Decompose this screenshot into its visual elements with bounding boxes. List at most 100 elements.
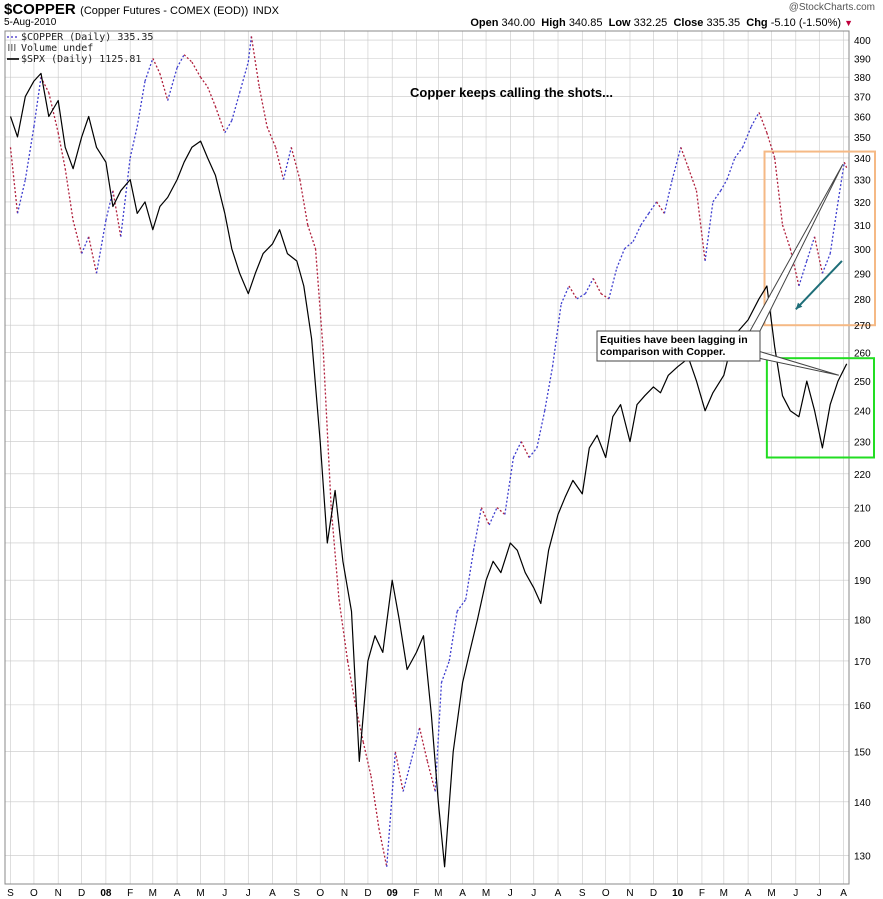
legend-label: $SPX (Daily) 1125.81 (21, 54, 141, 65)
copper-segment (346, 660, 357, 705)
copper-segment (656, 201, 665, 214)
y-tick-label: 170 (854, 657, 871, 668)
copper-segment (648, 201, 658, 214)
copper-segment (370, 776, 380, 829)
copper-segment (258, 86, 268, 127)
copper-segment (813, 236, 824, 274)
copper-segment (72, 220, 83, 254)
y-tick-label: 370 (854, 93, 871, 104)
copper-segment (24, 126, 35, 180)
y-tick-label: 280 (854, 295, 871, 306)
x-tick-label: F (413, 888, 419, 899)
highlight-boxes (763, 150, 877, 459)
callout-text-line: Equities have been lagging in (600, 334, 748, 346)
copper-segment (640, 212, 650, 226)
open-value: 340.00 (501, 17, 536, 29)
chg-label: Chg (746, 17, 768, 29)
x-tick-label: A (840, 888, 847, 899)
series-layer (9, 36, 848, 868)
copper-segment (766, 132, 776, 159)
copper-segment (120, 157, 131, 237)
chart-date: 5-Aug-2010 (4, 17, 57, 28)
copper-segment (183, 54, 193, 63)
copper-segment (496, 507, 506, 515)
y-tick-label: 330 (854, 176, 871, 187)
copper-segment (528, 447, 538, 458)
y-tick-label: 190 (854, 576, 871, 587)
copper-segment (314, 248, 325, 353)
x-tick-label: 09 (387, 888, 399, 899)
copper-segment (338, 599, 349, 661)
copper-segment (584, 278, 594, 294)
y-tick-label: 340 (854, 154, 871, 165)
x-tick-label: M (149, 888, 157, 899)
y-tick-label: 260 (854, 349, 871, 360)
x-tick-label: J (817, 888, 822, 899)
ohlc-readout: Open 340.00 High 340.85 Low 332.25 Close… (470, 17, 853, 29)
x-tick-label: D (78, 888, 85, 899)
x-tick-label: 08 (100, 888, 112, 899)
low-label: Low (608, 17, 631, 29)
copper-segment (616, 248, 626, 269)
close-label: Close (673, 17, 704, 29)
copper-segment (418, 727, 429, 762)
copper-segment (837, 162, 845, 203)
copper-segment (206, 86, 217, 107)
copper-segment (250, 36, 260, 87)
copper-segment (33, 77, 42, 127)
x-tick-label: F (127, 888, 133, 899)
x-tick-label: 10 (672, 888, 684, 899)
x-tick-label: M (434, 888, 442, 899)
copper-segment (410, 727, 421, 762)
y-tick-label: 140 (854, 798, 871, 809)
copper-segment (576, 293, 586, 300)
copper-segment (712, 190, 722, 203)
symbol-description: (Copper Futures - COMEX (EOD)) (80, 5, 249, 17)
x-tick-label: M (482, 888, 490, 899)
copper-segment (224, 120, 233, 134)
copper-segment (152, 58, 161, 74)
copper-segment (480, 507, 490, 526)
copper-segment (440, 660, 450, 683)
copper-segment (456, 599, 467, 612)
copper-segment (239, 61, 249, 93)
y-tick-label: 230 (854, 438, 871, 449)
down-triangle-icon: ▼ (844, 18, 853, 28)
x-tick-label: J (793, 888, 798, 899)
x-tick-label: A (269, 888, 276, 899)
x-tick-label: N (341, 888, 348, 899)
x-tick-label: A (174, 888, 181, 899)
copper-segment (504, 457, 515, 515)
brand-watermark: @StockCharts.com (788, 2, 875, 13)
copper-segment (781, 224, 791, 249)
copper-segment (322, 352, 332, 508)
copper-segment (798, 260, 808, 287)
annotation-layer: Copper keeps calling the shots... Equiti… (410, 85, 844, 376)
y-tick-label: 250 (854, 377, 871, 388)
copper-segment (472, 507, 483, 551)
copper-segment (560, 285, 570, 305)
y-tick-label: 130 (854, 852, 871, 863)
copper-segment (465, 550, 475, 600)
copper-segment (544, 366, 554, 411)
copper-segment (632, 224, 642, 242)
x-tick-label: N (626, 888, 633, 899)
copper-segment (704, 201, 714, 262)
x-tick-label: F (699, 888, 705, 899)
callout-tail-spx (757, 350, 839, 376)
copper-segment (129, 126, 138, 159)
x-tick-label: N (55, 888, 62, 899)
copper-segment (488, 507, 498, 526)
copper-segment (536, 410, 546, 449)
x-tick-label: S (579, 888, 586, 899)
chg-value: -5.10 (-1.50%) (770, 17, 842, 29)
y-tick-label: 160 (854, 701, 871, 712)
copper-segment (307, 224, 317, 249)
legend-label: $COPPER (Daily) 335.35 (21, 32, 153, 43)
x-tick-label: O (30, 888, 38, 899)
headline-annotation: Copper keeps calling the shots... (410, 85, 613, 100)
y-tick-label: 240 (854, 407, 871, 418)
low-value: 332.25 (633, 17, 668, 29)
copper-segment (159, 73, 169, 101)
